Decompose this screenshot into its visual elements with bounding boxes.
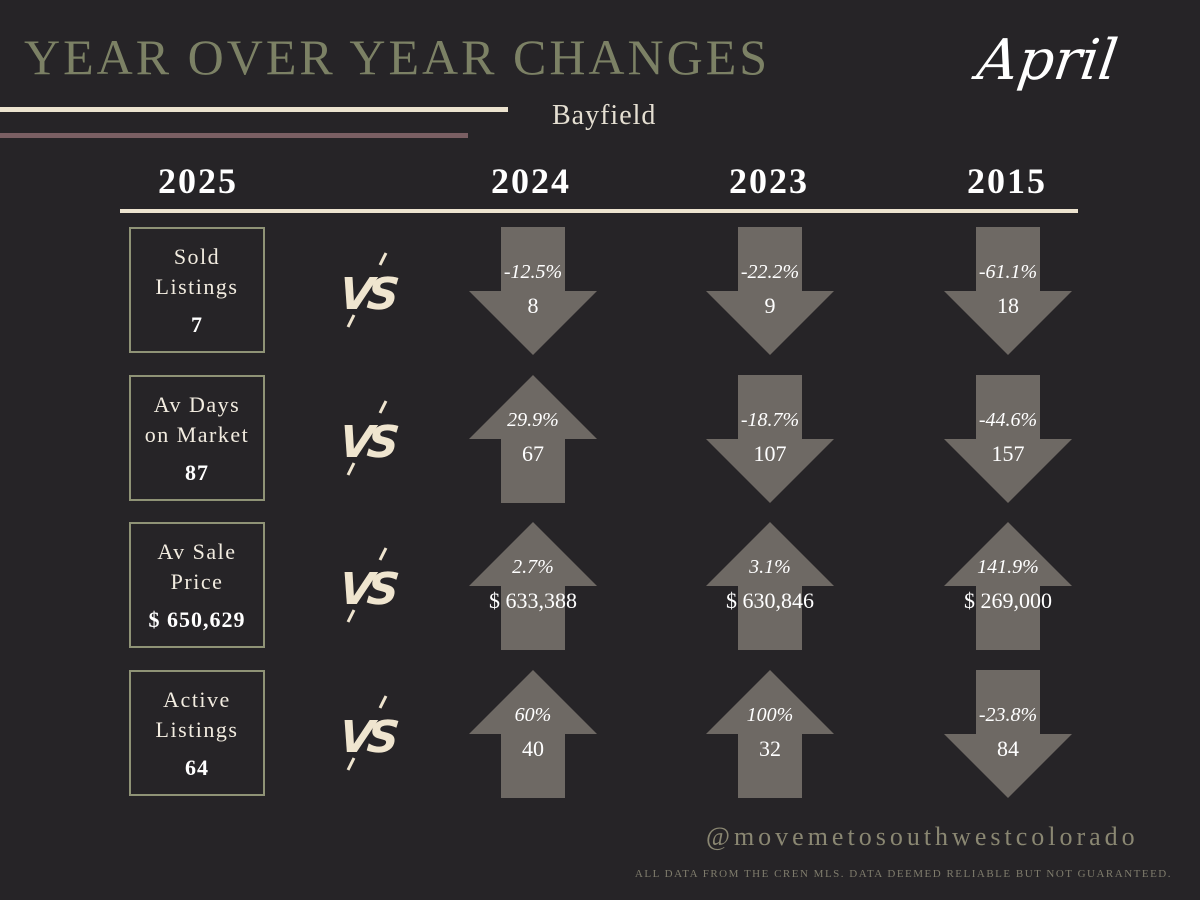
arrow-down-icon: -18.7% 107 <box>706 375 834 503</box>
metric-label: Active Listings <box>155 687 239 742</box>
header-rule <box>120 209 1078 213</box>
versus-icon: VS <box>337 694 400 774</box>
location-subtitle: Bayfield <box>552 100 657 131</box>
metric-current-value: 87 <box>185 460 209 485</box>
metric-current-value: $ 650,629 <box>148 607 246 632</box>
svg-text:VS: VS <box>340 712 400 763</box>
change-percent-2023: -22.2% <box>740 261 800 283</box>
arrow-down-icon: -44.6% 157 <box>944 375 1072 503</box>
arrow-up-icon: 2.7% $ 633,388 <box>469 522 597 650</box>
change-percent-2024: 2.7% <box>512 556 554 578</box>
disclaimer: ALL DATA FROM THE CREN MLS. DATA DEEMED … <box>634 868 1172 880</box>
change-percent-2015: -44.6% <box>978 409 1038 431</box>
versus-icon: VS <box>337 399 400 479</box>
arrow-down-icon: -23.8% 84 <box>944 670 1072 798</box>
prior-value-2015: 18 <box>997 293 1019 318</box>
metric-current-value: 7 <box>191 312 203 337</box>
prior-value-2015: $ 269,000 <box>964 588 1052 613</box>
versus-icon: VS <box>337 251 400 331</box>
change-percent-2015: 141.9% <box>977 556 1039 578</box>
prior-value-2024: 8 <box>527 293 539 318</box>
arrow-down-icon: -61.1% 18 <box>944 227 1072 355</box>
metric-label: Sold Listings <box>155 244 239 299</box>
arrow-up-icon: 141.9% $ 269,000 <box>944 522 1072 650</box>
change-percent-2023: 3.1% <box>749 556 791 578</box>
prior-value-2023: 107 <box>753 441 787 466</box>
versus-icon: VS <box>337 546 400 626</box>
arrow-up-icon: 3.1% $ 630,846 <box>706 522 834 650</box>
decorative-rule-mauve <box>0 133 468 138</box>
change-percent-2015: -61.1% <box>978 261 1038 283</box>
metric-box: Av Sale Price $ 650,629 <box>129 522 265 648</box>
svg-text:VS: VS <box>340 269 400 320</box>
page-title: YEAR OVER YEAR CHANGES <box>24 29 771 85</box>
metric-label: Av Sale Price <box>157 539 237 594</box>
change-percent-2024: 29.9% <box>507 409 559 431</box>
social-handle: @movemetosouthwestcolorado <box>706 822 1139 851</box>
year-header-compare-3: 2015 <box>967 161 1047 201</box>
year-header-compare-2: 2023 <box>729 161 809 201</box>
decorative-rule-cream <box>0 107 508 112</box>
prior-value-2015: 84 <box>997 736 1019 761</box>
svg-text:VS: VS <box>340 564 400 615</box>
prior-value-2015: 157 <box>991 441 1025 466</box>
prior-value-2024: 40 <box>522 736 544 761</box>
metric-box: Sold Listings 7 <box>129 227 265 353</box>
change-percent-2023: -18.7% <box>740 409 800 431</box>
prior-value-2023: 9 <box>764 293 776 318</box>
arrow-up-icon: 100% 32 <box>706 670 834 798</box>
change-percent-2024: 60% <box>514 704 552 726</box>
arrow-down-icon: -12.5% 8 <box>469 227 597 355</box>
change-percent-2015: -23.8% <box>978 704 1038 726</box>
metric-label: Av Days on Market <box>144 392 250 447</box>
prior-value-2023: 32 <box>759 736 781 761</box>
year-header-compare-1: 2024 <box>491 161 571 201</box>
month-label: April <box>973 28 1122 93</box>
metric-box: Active Listings 64 <box>129 670 265 796</box>
metric-box: Av Days on Market 87 <box>129 375 265 501</box>
svg-text:VS: VS <box>340 417 400 468</box>
arrow-up-icon: 60% 40 <box>469 670 597 798</box>
change-percent-2024: -12.5% <box>503 261 563 283</box>
change-percent-2023: 100% <box>746 704 794 726</box>
prior-value-2024: $ 633,388 <box>489 588 577 613</box>
arrow-down-icon: -22.2% 9 <box>706 227 834 355</box>
year-header-current: 2025 <box>158 161 238 201</box>
arrow-up-icon: 29.9% 67 <box>469 375 597 503</box>
metric-current-value: 64 <box>185 755 209 780</box>
prior-value-2023: $ 630,846 <box>726 588 814 613</box>
prior-value-2024: 67 <box>522 441 544 466</box>
